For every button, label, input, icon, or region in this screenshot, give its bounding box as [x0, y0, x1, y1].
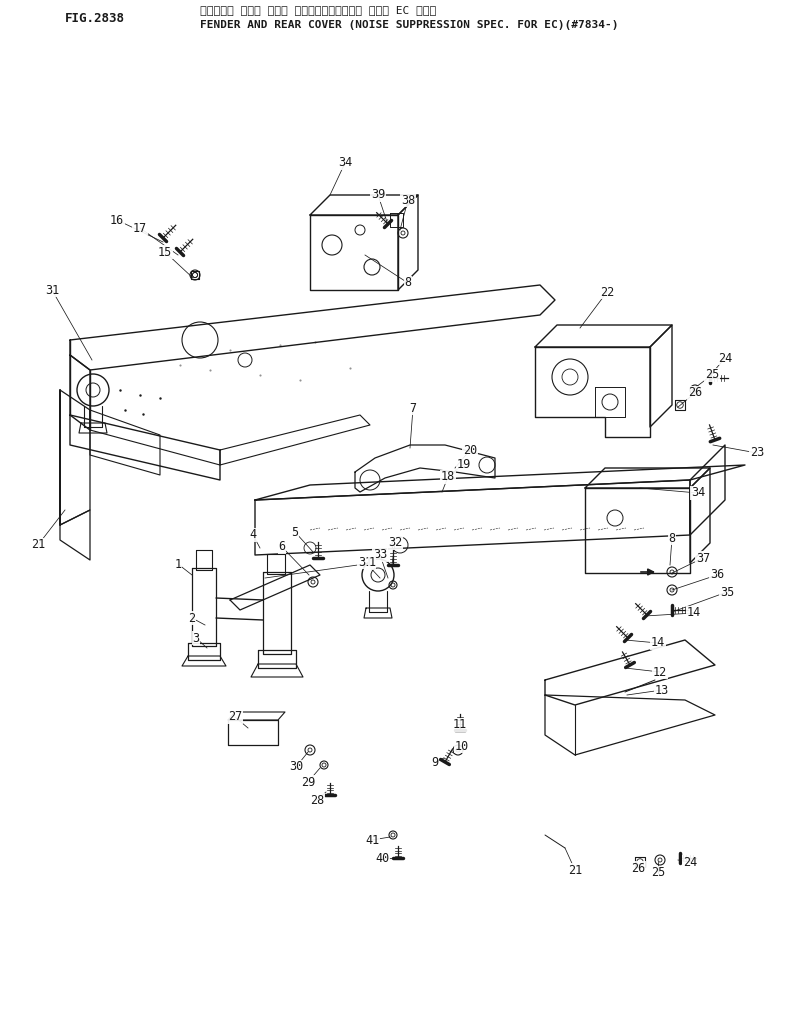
Text: 20: 20: [463, 444, 477, 456]
Text: 8: 8: [669, 532, 676, 544]
Text: 14: 14: [651, 637, 665, 649]
Text: 11: 11: [453, 719, 467, 731]
Text: 2: 2: [188, 611, 195, 624]
Text: 35: 35: [720, 585, 734, 599]
Text: 32: 32: [388, 536, 402, 549]
Text: 7: 7: [410, 402, 417, 415]
Text: 34: 34: [691, 487, 705, 499]
Text: 24: 24: [683, 855, 697, 869]
Text: 29: 29: [301, 775, 315, 789]
Text: 24: 24: [717, 351, 732, 365]
Text: 25: 25: [705, 369, 719, 381]
Text: 26: 26: [631, 862, 645, 875]
Text: 23: 23: [750, 447, 764, 459]
Text: 5: 5: [291, 526, 298, 538]
Text: フェンダ・ および リヤー カバー（テイソウオン ショウ EC ムケ）: フェンダ・ および リヤー カバー（テイソウオン ショウ EC ムケ）: [200, 5, 436, 15]
Text: 34: 34: [338, 156, 352, 169]
Text: 38: 38: [401, 193, 415, 206]
Text: 21: 21: [31, 538, 45, 551]
Text: FENDER AND REAR COVER (NOISE SUPPRESSION SPEC. FOR EC)(#7834-): FENDER AND REAR COVER (NOISE SUPPRESSION…: [200, 20, 619, 30]
Text: FIG.2838: FIG.2838: [65, 12, 125, 25]
Text: 36: 36: [710, 569, 724, 581]
Text: 25: 25: [651, 867, 665, 879]
Text: 37: 37: [696, 551, 710, 565]
Text: 31: 31: [45, 283, 59, 297]
Text: 10: 10: [455, 739, 469, 753]
Text: 18: 18: [441, 470, 455, 484]
Text: 19: 19: [457, 457, 471, 470]
Text: 1: 1: [368, 557, 375, 570]
Text: 40: 40: [375, 851, 389, 865]
Text: 4: 4: [250, 529, 257, 541]
Text: 16: 16: [110, 214, 124, 227]
Text: 12: 12: [653, 665, 667, 679]
Text: 33: 33: [373, 548, 387, 562]
Text: 9: 9: [432, 756, 439, 768]
Text: 39: 39: [371, 189, 385, 201]
Text: 3: 3: [192, 632, 199, 645]
Text: 21: 21: [568, 864, 582, 876]
Text: 15: 15: [158, 245, 172, 259]
Text: 27: 27: [228, 711, 242, 723]
Text: 14: 14: [687, 607, 701, 619]
Text: 31: 31: [358, 556, 372, 569]
Text: 28: 28: [310, 794, 324, 806]
Text: 6: 6: [279, 540, 286, 554]
Text: 8: 8: [404, 276, 411, 290]
Text: 1: 1: [174, 558, 181, 571]
Text: 41: 41: [365, 834, 379, 846]
Text: 30: 30: [289, 761, 303, 773]
Text: 13: 13: [655, 684, 669, 696]
Text: 22: 22: [600, 286, 614, 299]
Text: 17: 17: [133, 222, 147, 234]
Text: 26: 26: [688, 386, 702, 400]
